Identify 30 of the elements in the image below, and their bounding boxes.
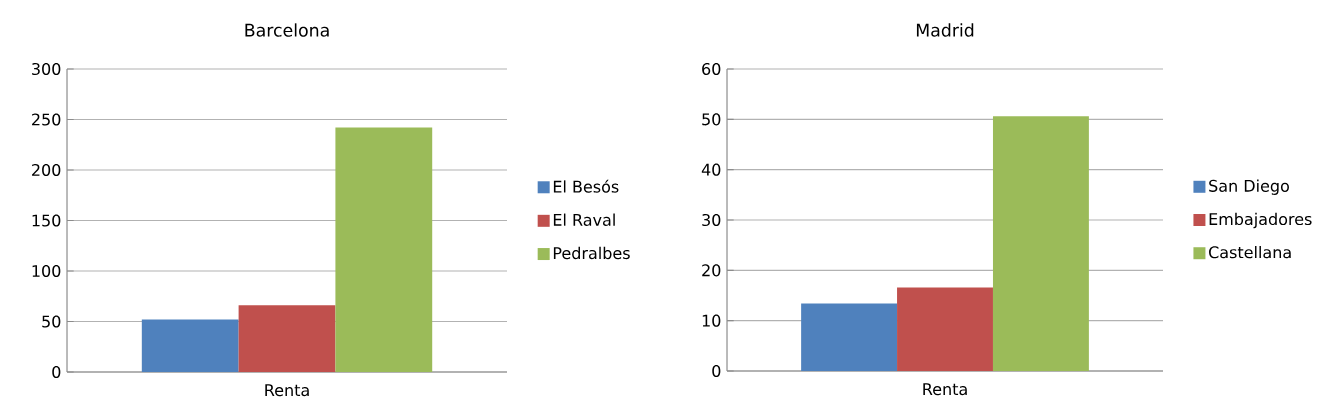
y-tick-label: 300 [32, 62, 61, 76]
chart-title: Barcelona [245, 23, 329, 37]
bar [335, 127, 433, 372]
bar [801, 303, 898, 371]
x-tick-label: Renta [265, 384, 309, 397]
bar [141, 319, 239, 372]
bar [238, 305, 336, 372]
legend-label: Castellana [1209, 245, 1291, 259]
y-tick-label: 250 [32, 113, 61, 126]
y-tick-label: 30 [702, 213, 721, 227]
legend-label: El Raval [553, 213, 615, 226]
chart-title: Madrid [916, 23, 974, 37]
y-tick-label: 50 [702, 113, 721, 126]
y-tick-label: 50 [42, 315, 61, 328]
y-tick-label: 0 [712, 364, 721, 378]
legend-label: San Diego [1209, 179, 1289, 195]
y-tick-label: 100 [32, 264, 61, 278]
bar [897, 287, 993, 371]
y-tick-label: 0 [52, 365, 61, 379]
y-tick-label: 40 [701, 163, 721, 176]
y-tick-label: 10 [702, 314, 721, 327]
legend-label: Pedralbes [553, 246, 630, 260]
y-tick-label: 60 [702, 62, 721, 76]
y-tick-label: 20 [702, 264, 721, 277]
bar [992, 116, 1089, 371]
legend-label: El Besós [553, 179, 619, 193]
x-tick-label: Renta [923, 383, 967, 396]
y-tick-label: 150 [32, 214, 61, 227]
legend-label: Embajadores [1209, 212, 1312, 229]
y-tick-label: 200 [32, 163, 61, 177]
